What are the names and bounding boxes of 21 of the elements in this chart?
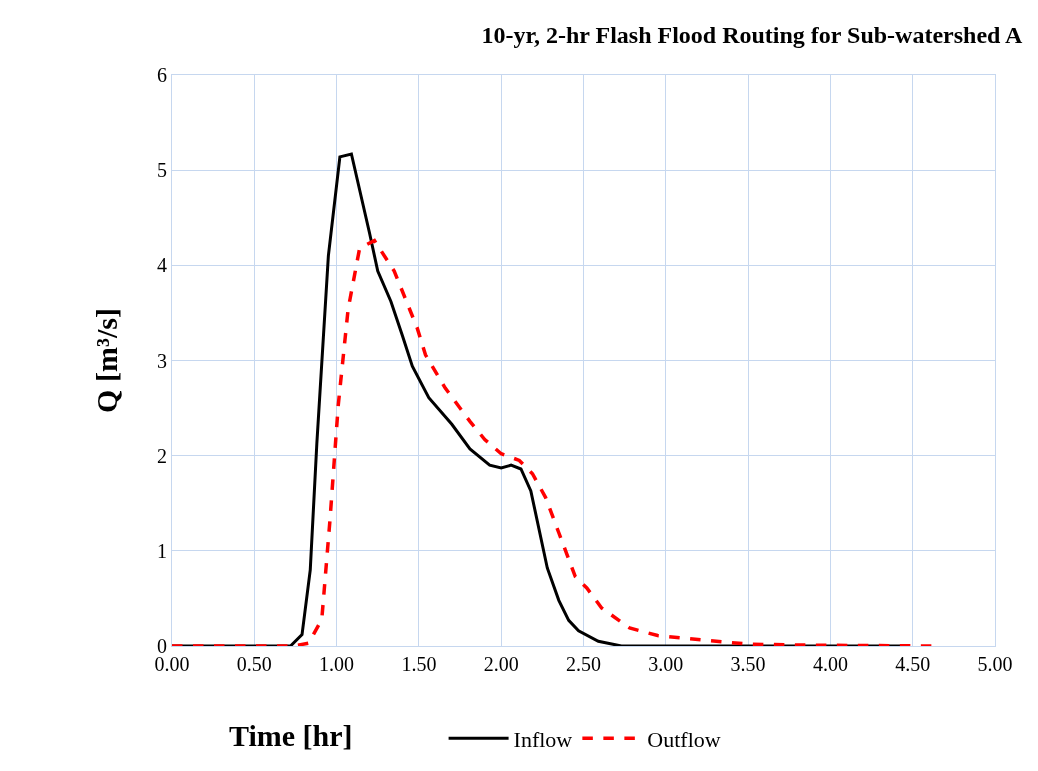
x-tick-label: 0.50 [236, 653, 272, 675]
x-tick-label: 5.00 [977, 653, 1013, 675]
x-tick-label: 1.50 [401, 653, 437, 675]
y-tick-label: 6 [157, 64, 167, 86]
legend-label: Inflow [513, 726, 573, 752]
x-tick-label: 2.00 [483, 653, 519, 675]
y-axis-title: Q [m³/s] [90, 308, 123, 413]
chart-title: 10-yr, 2-hr Flash Flood Routing for Sub-watershed A [481, 22, 1024, 49]
x-tick-label: 4.50 [895, 653, 931, 675]
y-tick-label: 5 [157, 159, 167, 182]
x-tick-label: 1.00 [319, 653, 355, 675]
legend-label: Outflow [647, 726, 721, 752]
x-tick-label: 3.50 [730, 653, 766, 675]
y-tick-label: 2 [157, 444, 167, 467]
x-axis-title: Time [hr] [229, 719, 353, 752]
y-tick-label: 4 [157, 254, 167, 277]
x-tick-label: 2.50 [566, 653, 601, 675]
y-tick-label: 3 [157, 349, 167, 372]
y-tick-label: 1 [157, 539, 167, 562]
x-tick-label: 4.00 [812, 653, 848, 675]
x-tick-label: 3.00 [648, 653, 684, 675]
